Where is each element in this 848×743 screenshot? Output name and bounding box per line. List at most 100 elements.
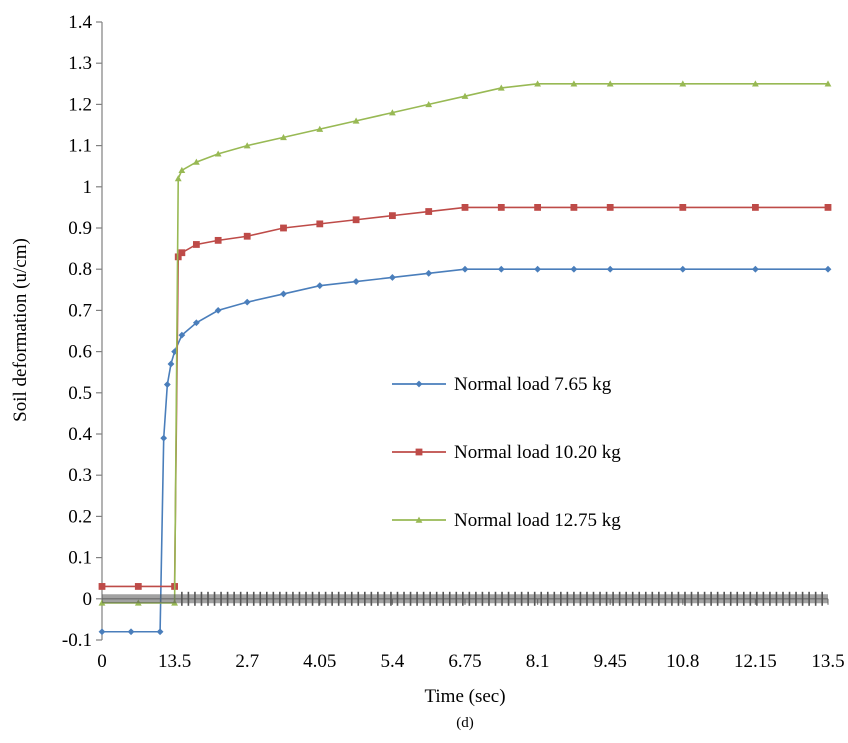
series-3 <box>98 80 832 606</box>
y-tick-label: 0.5 <box>68 383 92 404</box>
data-point <box>752 265 759 273</box>
data-point <box>280 290 287 298</box>
data-point <box>127 628 135 636</box>
data-point <box>174 175 182 182</box>
data-point <box>156 628 164 636</box>
y-tick-label: 1 <box>83 177 93 198</box>
legend-item: Normal load 7.65 kg <box>392 374 612 395</box>
data-point <box>570 265 578 273</box>
data-point <box>389 212 396 220</box>
y-tick-label: 1.2 <box>68 94 92 115</box>
x-tick-label: 8.1 <box>526 651 550 672</box>
data-point <box>534 204 541 211</box>
series-4 <box>102 591 828 606</box>
caption: (d) <box>456 715 474 731</box>
data-point <box>192 319 200 327</box>
data-point <box>606 80 614 87</box>
data-point <box>192 158 200 165</box>
data-point <box>425 269 433 277</box>
data-point <box>461 265 469 273</box>
data-point <box>389 109 396 116</box>
legend-swatch-marker <box>415 448 423 456</box>
legend-label: Normal load 12.75 kg <box>454 510 621 531</box>
plot-area <box>98 80 832 636</box>
data-point <box>167 360 175 368</box>
legend-item: Normal load 12.75 kg <box>392 510 621 531</box>
legend-item: Normal load 10.20 kg <box>392 442 621 463</box>
data-point <box>160 434 168 442</box>
data-point <box>178 166 186 174</box>
data-point <box>606 265 614 273</box>
data-point <box>214 150 222 157</box>
data-point <box>679 204 687 211</box>
legend-swatch-marker <box>415 380 423 388</box>
y-tick-label: 0.8 <box>68 259 92 280</box>
x-tick-label: 13.5 <box>158 651 191 672</box>
legend: Normal load 7.65 kg Normal load 10.20 kg N… <box>392 374 621 531</box>
data-point <box>214 307 222 314</box>
y-tick-label: 0.6 <box>68 342 92 363</box>
data-point <box>178 331 186 339</box>
data-point <box>134 583 142 590</box>
data-point <box>98 628 106 636</box>
y-tick-label: 0.4 <box>68 424 92 445</box>
y-tick-label: 0.1 <box>68 548 92 569</box>
data-point <box>497 204 505 211</box>
data-point <box>192 241 200 248</box>
data-point <box>606 204 614 211</box>
series-2 <box>98 204 832 590</box>
data-point <box>243 142 251 149</box>
data-point <box>461 204 469 211</box>
x-tick-label: 6.75 <box>448 651 481 672</box>
y-axis-title: Soil deformation (u/cm) <box>10 238 31 422</box>
x-tick-label: 5.4 <box>381 651 405 672</box>
data-point <box>570 80 578 87</box>
data-point <box>352 278 360 285</box>
data-point <box>214 236 222 244</box>
legend-swatch-marker <box>415 516 423 523</box>
data-point <box>243 232 251 240</box>
x-tick-label: 13.5 <box>811 651 844 672</box>
data-point <box>497 84 505 91</box>
y-tick-label: 1.3 <box>68 53 92 74</box>
legend-label: Normal load 7.65 kg <box>454 374 612 395</box>
data-point <box>389 274 396 281</box>
data-point <box>534 80 541 87</box>
data-point <box>352 216 360 224</box>
data-point <box>824 265 832 273</box>
data-point <box>280 133 287 141</box>
data-point <box>497 265 505 273</box>
data-point <box>570 204 578 211</box>
x-tick-label: 9.45 <box>594 651 627 672</box>
data-point <box>425 208 433 215</box>
data-point <box>280 224 287 232</box>
data-point <box>679 80 687 87</box>
data-point <box>824 204 832 211</box>
y-tick-label: 0.2 <box>68 506 92 527</box>
data-point <box>534 265 541 273</box>
series-1 <box>98 265 832 636</box>
x-tick-label: 0 <box>97 651 107 672</box>
legend-label: Normal load 10.20 kg <box>454 442 621 463</box>
data-point <box>178 249 186 257</box>
y-tick-label: 1.4 <box>68 12 92 33</box>
series-line <box>102 268 828 633</box>
data-point <box>243 298 251 306</box>
axes: -0.100.10.20.30.40.50.60.70.80.911.11.21… <box>62 12 845 672</box>
data-point <box>425 101 433 108</box>
data-point <box>316 125 324 132</box>
data-point <box>752 80 759 87</box>
y-tick-label: 1.1 <box>68 136 92 157</box>
x-tick-label: 2.7 <box>235 651 259 672</box>
data-point <box>163 381 171 388</box>
y-tick-label: 0.9 <box>68 218 92 239</box>
data-point <box>316 220 324 228</box>
data-point <box>679 265 687 273</box>
y-tick-label: -0.1 <box>62 630 92 651</box>
data-point <box>461 92 469 99</box>
y-tick-label: 0.7 <box>68 300 92 321</box>
x-tick-label: 10.8 <box>666 651 699 672</box>
data-point <box>824 80 832 87</box>
